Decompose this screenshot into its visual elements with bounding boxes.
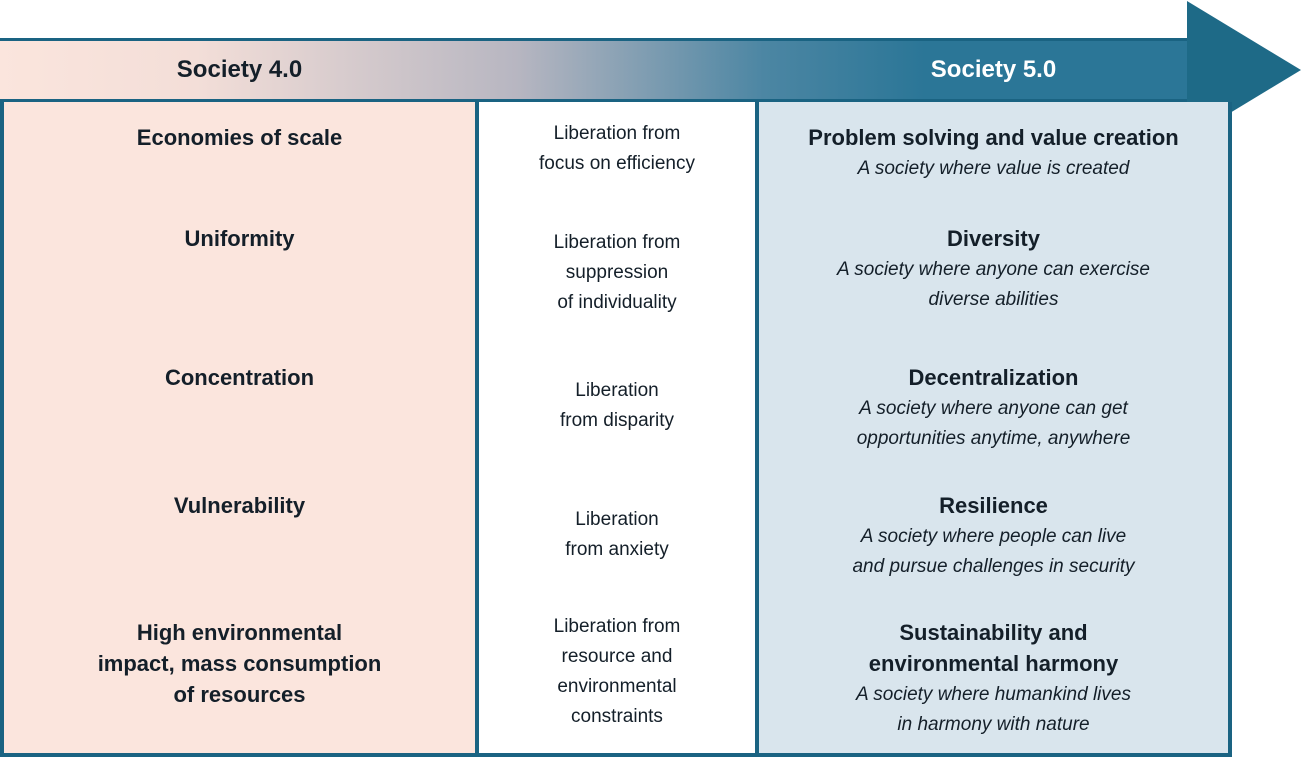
society4-item: Economies of scale: [136, 125, 343, 150]
society5-cell: Sustainability and environmental harmony…: [755, 607, 1232, 753]
society4-item: Concentration: [164, 365, 315, 390]
comparison-table: Economies of scale Liberation from focus…: [0, 102, 1232, 757]
liberation-cell: Liberation from resource and environment…: [479, 607, 755, 753]
society-5-label: Society 5.0: [930, 56, 1057, 83]
society4-item: High environmental impact, mass consumpt…: [97, 620, 382, 707]
society5-description: A society where people can live and purs…: [852, 526, 1135, 577]
society5-title: Sustainability and environmental harmony: [868, 620, 1119, 676]
liberation-cell: Liberation from focus on efficiency: [479, 102, 755, 212]
society5-title: Resilience: [939, 493, 1048, 518]
society5-title: Diversity: [947, 226, 1040, 251]
liberation-cell: Liberation from disparity: [479, 350, 755, 478]
society5-cell: Diversity A society where anyone can exe…: [755, 212, 1232, 350]
society4-cell: Economies of scale: [0, 102, 479, 212]
society5-description: A society where anyone can exercise dive…: [837, 259, 1150, 310]
society5-description: A society where anyone can get opportuni…: [856, 398, 1131, 449]
society4-cell: Concentration: [0, 350, 479, 478]
society5-title: Decentralization: [908, 365, 1079, 390]
society5-cell: Decentralization A society where anyone …: [755, 350, 1232, 478]
liberation-text: Liberation from focus on efficiency: [539, 123, 695, 174]
society5-title: Problem solving and value creation: [808, 125, 1179, 150]
society4-item: Uniformity: [184, 226, 295, 251]
society5-cell: Resilience A society where people can li…: [755, 478, 1232, 607]
society4-cell: Uniformity: [0, 212, 479, 350]
transition-arrow-banner: Society 4.0 Society 5.0: [0, 38, 1232, 102]
liberation-text: Liberation from suppression of individua…: [553, 232, 681, 313]
society5-description: A society where value is created: [857, 158, 1130, 179]
liberation-text: Liberation from disparity: [559, 380, 675, 431]
society4-item: Vulnerability: [173, 493, 306, 518]
society5-cell: Problem solving and value creation A soc…: [755, 102, 1232, 212]
liberation-cell: Liberation from anxiety: [479, 478, 755, 607]
society4-cell: High environmental impact, mass consumpt…: [0, 607, 479, 753]
liberation-text: Liberation from resource and environment…: [553, 616, 681, 727]
society5-description: A society where humankind lives in harmo…: [856, 684, 1131, 735]
liberation-text: Liberation from anxiety: [565, 508, 669, 560]
society-4-label: Society 4.0: [176, 56, 303, 83]
liberation-cell: Liberation from suppression of individua…: [479, 212, 755, 350]
society4-cell: Vulnerability: [0, 478, 479, 607]
